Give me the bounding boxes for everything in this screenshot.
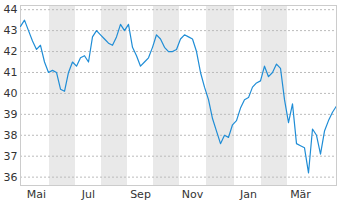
svg-text:Jul: Jul	[81, 188, 95, 201]
svg-text:43: 43	[4, 24, 18, 37]
svg-text:Mär: Mär	[290, 188, 311, 201]
svg-text:40: 40	[4, 87, 18, 100]
svg-text:38: 38	[4, 129, 18, 142]
svg-text:Jan: Jan	[239, 188, 257, 201]
svg-text:41: 41	[4, 66, 18, 79]
svg-text:37: 37	[4, 150, 18, 163]
svg-text:Mai: Mai	[27, 188, 46, 201]
svg-text:42: 42	[4, 45, 18, 58]
svg-text:Sep: Sep	[130, 188, 151, 201]
svg-text:39: 39	[4, 108, 18, 121]
svg-text:36: 36	[4, 171, 18, 184]
svg-text:44: 44	[4, 3, 18, 16]
svg-text:Nov: Nov	[182, 188, 204, 201]
